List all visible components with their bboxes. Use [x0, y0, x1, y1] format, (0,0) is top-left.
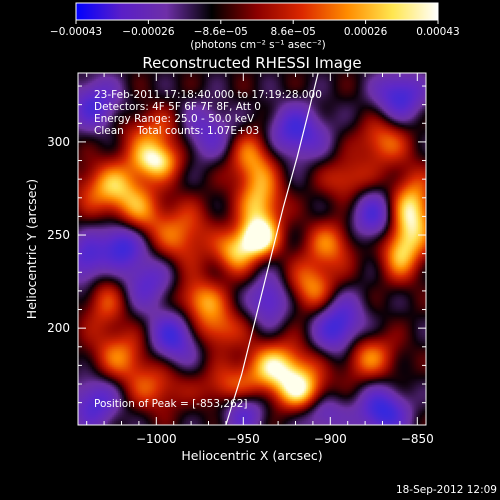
- colorbar-tick-label: 0.00026: [344, 26, 388, 38]
- chart-title: Reconstructed RHESSI Image: [142, 54, 361, 72]
- x-tick-label: −1000: [136, 432, 177, 446]
- x-tick-label: −850: [401, 432, 434, 446]
- heatmap-raster: [78, 73, 426, 425]
- colorbar-tick-label: −0.00026: [122, 26, 175, 38]
- y-tick-label: 200: [47, 321, 70, 335]
- info-line-detectors: Detectors: 4F 5F 6F 7F 8F, Att 0: [94, 101, 261, 113]
- x-axis-label: Heliocentric X (arcsec): [181, 448, 322, 463]
- colorbar-ticks: −0.00043 −0.00026 −8.6e−05 8.6e−05 0.00026 0.…: [50, 20, 460, 38]
- colorbar-tick-label: 8.6e−05: [271, 26, 316, 38]
- x-tick-label: −900: [314, 432, 347, 446]
- axis-ticks: −1000 −950 −900 −850 200 250 300: [47, 73, 434, 446]
- info-line-time: 23-Feb-2011 17:18:40.000 to 17:19:28.000: [94, 89, 322, 101]
- y-tick-label: 250: [47, 228, 70, 242]
- colorbar-tick-label: −8.6e−05: [194, 26, 248, 38]
- peak-position-label: Position of Peak = [-853,262]: [94, 398, 248, 410]
- x-tick-label: −950: [227, 432, 260, 446]
- colorbar: [75, 2, 439, 21]
- y-tick-label: 300: [47, 135, 70, 149]
- solar-limb-curve: [225, 73, 319, 425]
- info-line-clean: Clean Total counts: 1.07E+03: [94, 125, 259, 137]
- colorbar-tick-label: −0.00043: [50, 26, 102, 38]
- timestamp: 18-Sep-2012 12:09: [396, 484, 497, 496]
- heatmap-image: [78, 73, 426, 425]
- colorbar-tick-label: 0.00043: [416, 26, 459, 38]
- plot-frame: [77, 72, 427, 426]
- info-line-energy: Energy Range: 25.0 - 50.0 keV: [94, 113, 255, 125]
- y-axis-label: Heliocentric Y (arcsec): [24, 179, 39, 319]
- colorbar-unit-label: (photons cm⁻² s⁻¹ asec⁻²): [190, 39, 325, 51]
